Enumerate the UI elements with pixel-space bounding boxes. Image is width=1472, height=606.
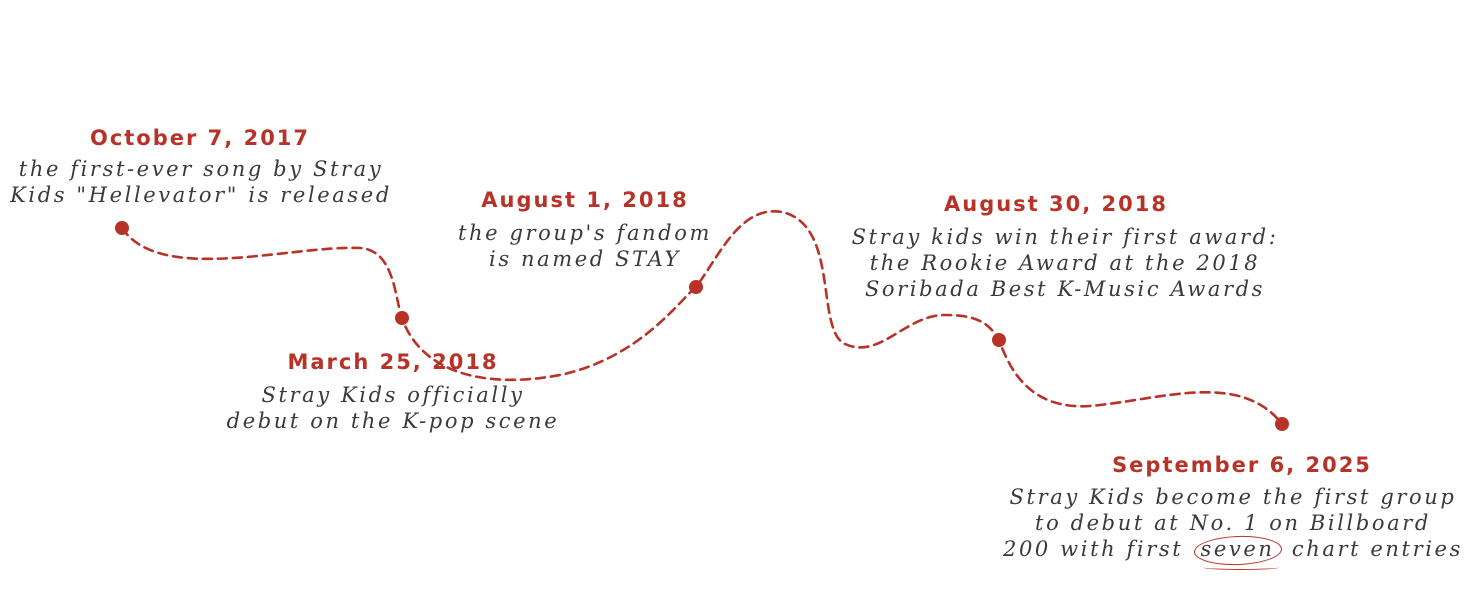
milestone-5-line-1: Stray Kids become the first group (1009, 485, 1457, 509)
milestone-4-date: August 30, 2018 (944, 192, 1168, 216)
milestone-3-line-1: the group's fandom (457, 221, 712, 245)
milestone-5-description: Stray Kids become the first group to deb… (1000, 484, 1466, 570)
milestone-4-line-1: Stray kids win their first award: (851, 225, 1279, 249)
circled-word-seven: seven (1200, 537, 1279, 570)
milestone-2-description: Stray Kids officially debut on the K-pop… (218, 382, 568, 434)
milestone-5-line-2: to debut at No. 1 on Billboard (1035, 511, 1431, 535)
milestone-3-line-2: is named STAY (489, 247, 681, 271)
milestone-1-description: the first-ever song by Stray Kids "Helle… (6, 156, 396, 208)
milestone-2-date: March 25, 2018 (287, 350, 499, 374)
milestone-2-line-1: Stray Kids officially (261, 383, 525, 407)
timeline-path (120, 210, 1284, 426)
milestone-1-line-2: Kids "Hellevator" is released (10, 183, 392, 207)
milestone-3-date: August 1, 2018 (481, 188, 689, 212)
milestone-dot-3 (689, 280, 703, 294)
milestone-1-line-1: the first-ever song by Stray (18, 157, 384, 181)
milestone-dot-2 (395, 311, 409, 325)
milestone-4-line-2: the Rookie Award at the 2018 (869, 251, 1261, 275)
milestone-2-line-2: debut on the K-pop scene (226, 409, 560, 433)
milestone-3-description: the group's fandom is named STAY (440, 220, 730, 272)
milestone-5-line-3-end: chart entries (1291, 537, 1463, 561)
milestone-dot-4 (992, 333, 1006, 347)
milestone-dot-5 (1275, 417, 1289, 431)
milestone-1-date: October 7, 2017 (89, 126, 311, 150)
milestone-dot-1 (115, 221, 129, 235)
milestone-5-line-3: 200 with first seven chart entries (1000, 536, 1466, 570)
milestone-4-line-3: Soribada Best K-Music Awards (864, 277, 1266, 301)
milestone-4-description: Stray kids win their first award: the Ro… (845, 224, 1285, 302)
milestone-5-date: September 6, 2025 (1112, 453, 1372, 477)
milestone-5-line-3-start: 200 with first (1003, 537, 1184, 561)
